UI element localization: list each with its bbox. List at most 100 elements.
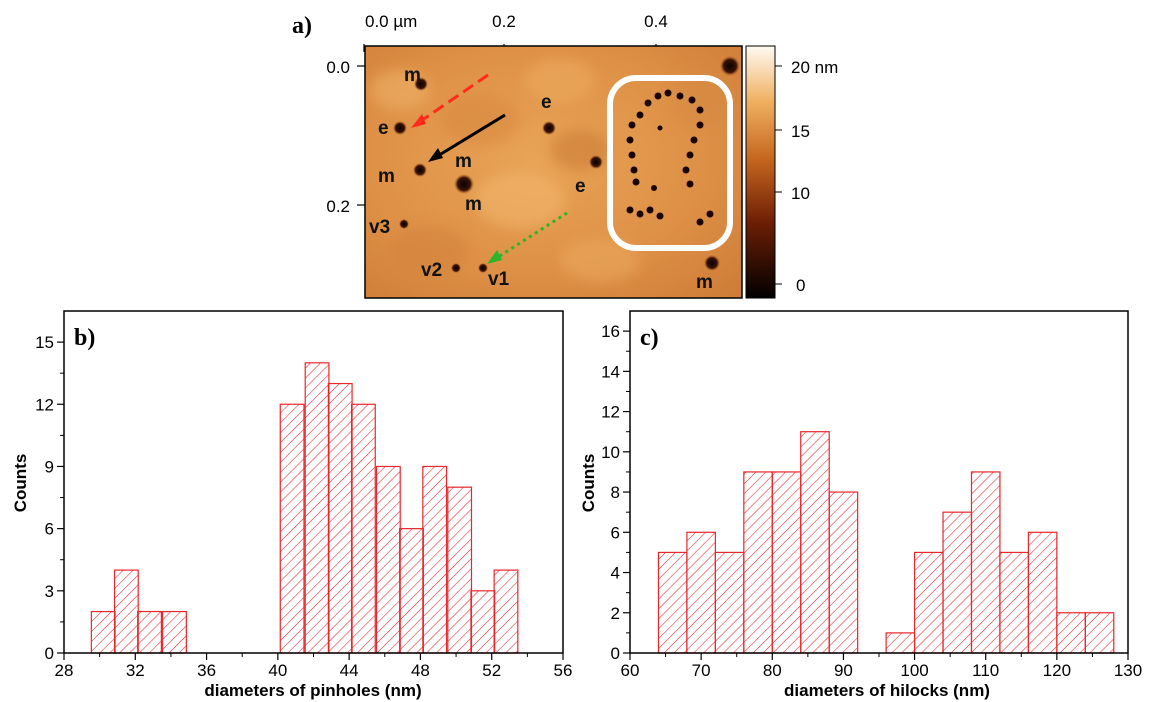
afm-label-m: m (455, 151, 472, 172)
panel-c-x-tick: 80 (763, 661, 782, 680)
panel-b-y-tick: 9 (45, 457, 54, 476)
panel-b-bar (399, 528, 424, 654)
panel-b-x-tick: 40 (268, 661, 287, 680)
panel-c-xlabel: diameters of hilocks (nm) (784, 681, 990, 700)
colorbar-tick: 10 (791, 184, 810, 203)
panel-c-x-tick: 60 (621, 661, 640, 680)
panel-c-x-tick: 130 (1114, 661, 1142, 680)
panel-c-bar (942, 511, 973, 654)
panel-b-y-tick: 15 (35, 333, 54, 352)
afm-label-e: e (541, 92, 552, 113)
panel-c-bar (828, 491, 859, 654)
panel-c-bar (1027, 531, 1058, 654)
panel-c-ylabel: Counts (579, 454, 598, 513)
panel-c-x-tick: 70 (692, 661, 711, 680)
panel-c-bar (1084, 612, 1115, 654)
panel-b-bar (304, 362, 330, 654)
colorbar-tick: 0 (796, 276, 805, 295)
panel-b-bar (113, 569, 139, 654)
afm-label-v1: v1 (488, 269, 510, 290)
panel-b-x-tick: 52 (482, 661, 501, 680)
panel-c-y-tick: 4 (611, 564, 620, 583)
panel-c-bar (743, 471, 773, 654)
panel-b-y-tick: 12 (35, 395, 54, 414)
black-arrow (435, 113, 506, 159)
panel-b-bar (470, 590, 496, 654)
panel-b-bar (422, 465, 448, 654)
afm-x-tick: 0.4 (644, 12, 668, 31)
panel-c-y-tick: 10 (601, 443, 620, 462)
panel-a-letter: a) (292, 13, 312, 39)
panel-c-x-tick: 100 (900, 661, 928, 680)
panel-c-y-tick: 0 (611, 644, 620, 663)
afm-x-tick: 0.2 (492, 12, 516, 31)
afm-label-v3: v3 (369, 217, 390, 238)
colorbar-tick: 20 nm (791, 58, 838, 77)
green-dotted-arrow (494, 211, 568, 261)
panel-c-bar (885, 632, 916, 654)
afm-labels: m e e m m m e v3 v2 v1 m (369, 65, 713, 293)
panel-c-bar (999, 551, 1030, 654)
panel-b-x-tick: 28 (55, 661, 74, 680)
panel-c-bar (714, 551, 745, 654)
panel-b-ylabel: Counts (11, 454, 30, 513)
panel-c-y-tick: 14 (601, 362, 620, 381)
panel-c-y-tick: 16 (601, 322, 620, 341)
panel-b-bar (447, 486, 473, 654)
panel-c-x-tick: 120 (1043, 661, 1071, 680)
red-dashed-arrow (417, 73, 489, 125)
panel-b-bar (493, 569, 519, 654)
panel-c-y-tick: 2 (611, 604, 620, 623)
panel-c-bar (771, 471, 802, 654)
panel-b-bar (350, 403, 376, 654)
afm-label-v2: v2 (421, 260, 442, 281)
panel-b-bar (327, 382, 353, 654)
afm-label-m: m (465, 194, 482, 215)
panel-b-bar (279, 403, 305, 654)
panel-b-y-tick: 3 (45, 582, 54, 601)
panel-b-letter: b) (74, 325, 95, 351)
panel-c-y-tick: 12 (601, 403, 620, 422)
highlight-box (607, 75, 733, 251)
panel-c-x-tick: 110 (972, 661, 999, 680)
panel-c-letter: c) (640, 325, 659, 351)
panel-c-bars (657, 431, 1115, 654)
afm-label-m: m (696, 272, 713, 293)
panel-b-bar (137, 610, 162, 654)
afm-label-e: e (378, 118, 389, 139)
panel-b-x-tick: 56 (554, 661, 573, 680)
panel-c: c) 60 70 80 90 100 110 120 130 0 2 4 6 8 10 12 14 16 dia… (579, 310, 1142, 700)
panel-b-x-tick: 44 (340, 661, 359, 680)
panel-c-bar (1056, 612, 1086, 654)
panel-b-x-tick: 48 (411, 661, 430, 680)
panel-b-x-tick: 32 (126, 661, 145, 680)
afm-y-tick: 0.2 (326, 197, 350, 216)
afm-y-tick: 0.0 (326, 58, 350, 77)
panel-b-y-tick: 6 (45, 520, 54, 539)
panel-b-y-tick: 0 (45, 644, 54, 663)
panel-c-y-tick: 8 (611, 483, 620, 502)
panel-c-axes: 60 70 80 90 100 110 120 130 0 2 4 6 8 10 12 14 16 (601, 310, 1142, 680)
panel-b-bar (375, 465, 401, 654)
panel-b-xlabel: diameters of pinholes (nm) (204, 681, 421, 700)
colorbar-tick: 15 (791, 122, 810, 141)
panel-c-bar (657, 551, 688, 654)
panel-b-x-tick: 36 (197, 661, 216, 680)
panel-c-x-tick: 90 (834, 661, 853, 680)
afm-label-m: m (378, 166, 395, 187)
afm-x-tick: 0.0 µm (365, 12, 417, 31)
panel-c-bar (686, 531, 716, 654)
panel-c-y-tick: 6 (611, 523, 620, 542)
panel-b-bars (90, 362, 519, 654)
panel-b-bar (90, 610, 116, 654)
afm-image: m e e m m m e v3 v2 v1 m (364, 45, 743, 299)
panel-c-bar (913, 551, 944, 654)
afm-label-m: m (404, 65, 421, 86)
afm-label-e: e (575, 176, 586, 197)
panel-c-bar (970, 471, 1001, 654)
colorbar: 20 nm 15 10 0 (745, 45, 838, 299)
panel-c-bar (800, 431, 830, 654)
